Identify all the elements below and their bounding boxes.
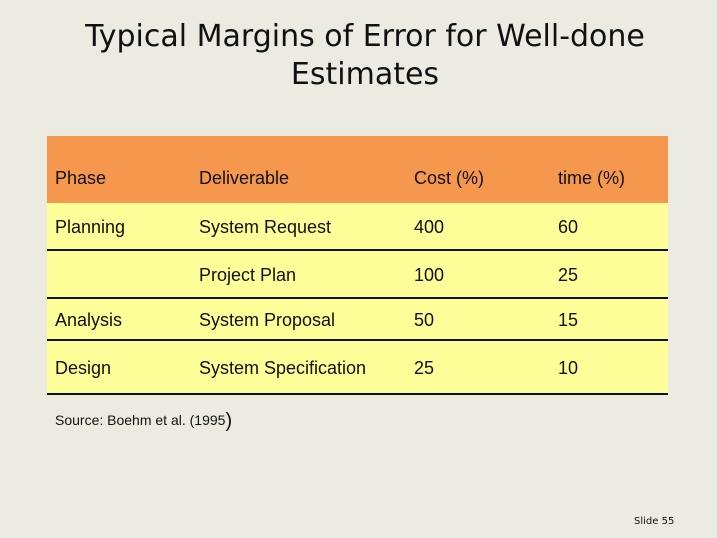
cell-cost: 25: [414, 357, 435, 378]
slide-number: Slide 55: [634, 516, 675, 527]
row-divider: [47, 393, 668, 395]
cell-cost: 50: [414, 309, 435, 330]
cell-time: 25: [558, 264, 579, 285]
cell-deliverable: System Request: [199, 216, 332, 237]
table-header-row: Phase Deliverable Cost (%) time (%): [47, 136, 668, 203]
cell-deliverable: System Proposal: [199, 309, 336, 330]
cell-phase: Analysis: [55, 309, 123, 330]
cell-phase: Planning: [55, 216, 126, 237]
cell-deliverable: System Specification: [199, 357, 367, 378]
header-phase: Phase: [55, 167, 107, 188]
source-citation: Source: Boehm et al. (1995): [55, 408, 233, 432]
table-row: Planning System Request 400 60: [47, 203, 668, 251]
cell-time: 15: [558, 309, 579, 330]
header-cost: Cost (%): [414, 167, 485, 188]
cell-phase: Design: [55, 357, 112, 378]
source-text: Source: Boehm et al. (1995: [55, 412, 226, 428]
table-row: Analysis System Proposal 50 15: [47, 299, 668, 341]
row-divider: [47, 249, 668, 251]
cell-cost: 400: [414, 216, 445, 237]
cell-time: 60: [558, 216, 579, 237]
row-divider: [47, 339, 668, 341]
header-deliverable: Deliverable: [199, 167, 290, 188]
source-close-paren: ): [225, 410, 233, 432]
table-row: Design System Specification 25 10: [47, 341, 668, 395]
cell-cost: 100: [414, 264, 445, 285]
table-row: Project Plan 100 25: [47, 251, 668, 299]
cell-deliverable: Project Plan: [199, 264, 297, 285]
row-divider: [47, 297, 668, 299]
slide-title: Typical Margins of Error for Well-done E…: [85, 19, 645, 92]
cell-time: 10: [558, 357, 579, 378]
estimates-table: Phase Deliverable Cost (%) time (%) Plan…: [47, 136, 668, 395]
header-time: time (%): [558, 167, 625, 188]
